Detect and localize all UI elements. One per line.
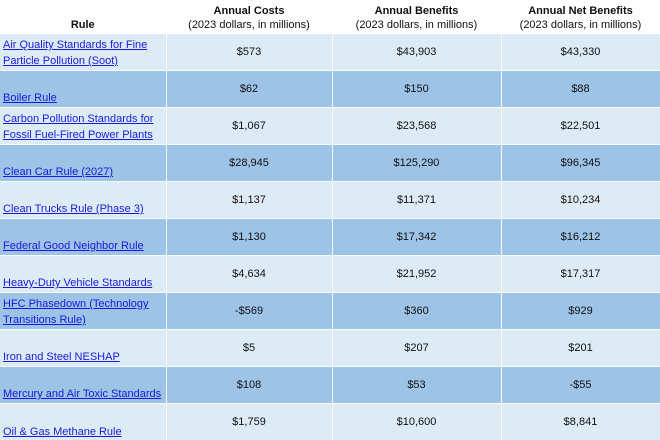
rule-link[interactable]: Clean Car Rule (2027): [3, 166, 114, 178]
rule-link[interactable]: Air Quality Standards for Fine Particle …: [3, 39, 148, 67]
annual-benefits-cell: $360: [332, 292, 502, 330]
annual-benefits-cell: $125,290: [332, 144, 502, 182]
rule-cell: Mercury and Air Toxic Standards: [0, 366, 167, 404]
rule-link[interactable]: Federal Good Neighbor Rule: [3, 240, 144, 252]
annual-costs-cell: $108: [166, 366, 333, 404]
annual-benefits-cell: $10,600: [332, 403, 502, 440]
annual-benefits-cell: $23,568: [332, 107, 502, 145]
rule-cell: Boiler Rule: [0, 70, 167, 108]
annual-benefits-cell: $17,342: [332, 218, 502, 256]
header-annual-net-benefits-unit: (2023 dollars, in millions): [519, 19, 642, 31]
annual-net-benefits-cell: -$55: [501, 366, 660, 404]
rule-link[interactable]: Oil & Gas Methane Rule: [3, 425, 122, 438]
table-row: Mercury and Air Toxic Standards $108 $53…: [0, 366, 660, 404]
table-row: Federal Good Neighbor Rule $1,130 $17,34…: [0, 218, 660, 256]
header-annual-benefits-unit: (2023 dollars, in millions): [355, 19, 478, 31]
rule-cell: Clean Car Rule (2027): [0, 144, 167, 182]
header-annual-net-benefits-title: Annual Net Benefits: [528, 5, 633, 17]
table-row: Iron and Steel NESHAP $5 $207 $201: [0, 329, 660, 367]
annual-net-benefits-cell: $8,841: [501, 403, 660, 440]
rule-link[interactable]: Carbon Pollution Standards for Fossil Fu…: [3, 113, 154, 141]
annual-costs-cell: $1,067: [166, 107, 333, 145]
annual-costs-cell: $4,634: [166, 255, 333, 293]
header-annual-benefits: Annual Benefits (2023 dollars, in millio…: [332, 0, 502, 34]
annual-benefits-cell: $53: [332, 366, 502, 404]
rule-cell: Air Quality Standards for Fine Particle …: [0, 33, 167, 71]
rule-cell: Oil & Gas Methane Rule: [0, 403, 167, 440]
annual-costs-cell: $1,137: [166, 181, 333, 219]
table-row: Oil & Gas Methane Rule $1,759 $10,600 $8…: [0, 403, 660, 440]
annual-net-benefits-cell: $201: [501, 329, 660, 367]
header-annual-costs-title: Annual Costs: [213, 5, 285, 17]
annual-net-benefits-cell: $43,330: [501, 33, 660, 71]
header-annual-net-benefits: Annual Net Benefits (2023 dollars, in mi…: [501, 0, 660, 34]
annual-net-benefits-cell: $10,234: [501, 181, 660, 219]
rule-link[interactable]: Heavy-Duty Vehicle Standards: [3, 277, 153, 289]
rule-cell: Clean Trucks Rule (Phase 3): [0, 181, 167, 219]
annual-costs-cell: -$569: [166, 292, 333, 330]
rule-link[interactable]: Iron and Steel NESHAP: [3, 351, 120, 363]
annual-net-benefits-cell: $96,345: [501, 144, 660, 182]
annual-costs-cell: $1,759: [166, 403, 333, 440]
header-rule: Rule: [0, 0, 167, 34]
rule-cell: Iron and Steel NESHAP: [0, 329, 167, 367]
rule-cell: Heavy-Duty Vehicle Standards: [0, 255, 167, 293]
annual-net-benefits-cell: $16,212: [501, 218, 660, 256]
annual-benefits-cell: $207: [332, 329, 502, 367]
header-annual-benefits-title: Annual Benefits: [374, 5, 459, 17]
table-row: Clean Trucks Rule (Phase 3) $1,137 $11,3…: [0, 181, 660, 219]
rule-link[interactable]: Clean Trucks Rule (Phase 3): [3, 203, 144, 215]
header-row: Rule Annual Costs (2023 dollars, in mill…: [0, 0, 660, 34]
annual-benefits-cell: $21,952: [332, 255, 502, 293]
annual-costs-cell: $1,130: [166, 218, 333, 256]
table-row: Clean Car Rule (2027) $28,945 $125,290 $…: [0, 144, 660, 182]
table-row: HFC Phasedown (Technology Transitions Ru…: [0, 292, 660, 330]
annual-benefits-cell: $11,371: [332, 181, 502, 219]
header-rule-title: Rule: [70, 19, 95, 31]
annual-net-benefits-cell: $22,501: [501, 107, 660, 145]
annual-costs-cell: $5: [166, 329, 333, 367]
annual-net-benefits-cell: $17,317: [501, 255, 660, 293]
annual-benefits-cell: $150: [332, 70, 502, 108]
annual-net-benefits-cell: $88: [501, 70, 660, 108]
annual-net-benefits-cell: $929: [501, 292, 660, 330]
annual-costs-cell: $62: [166, 70, 333, 108]
table-row: Heavy-Duty Vehicle Standards $4,634 $21,…: [0, 255, 660, 293]
rule-cell: Federal Good Neighbor Rule: [0, 218, 167, 256]
rule-cell: HFC Phasedown (Technology Transitions Ru…: [0, 292, 167, 330]
header-annual-costs: Annual Costs (2023 dollars, in millions): [166, 0, 333, 34]
table-row: Boiler Rule $62 $150 $88: [0, 70, 660, 108]
annual-costs-cell: $573: [166, 33, 333, 71]
rule-link[interactable]: HFC Phasedown (Technology Transitions Ru…: [3, 298, 149, 326]
rule-link[interactable]: Mercury and Air Toxic Standards: [3, 388, 162, 400]
annual-benefits-cell: $43,903: [332, 33, 502, 71]
rule-cell: Carbon Pollution Standards for Fossil Fu…: [0, 107, 167, 145]
annual-costs-cell: $28,945: [166, 144, 333, 182]
table-row: Carbon Pollution Standards for Fossil Fu…: [0, 107, 660, 145]
rule-link[interactable]: Boiler Rule: [3, 92, 57, 104]
table-row: Air Quality Standards for Fine Particle …: [0, 33, 660, 71]
header-annual-costs-unit: (2023 dollars, in millions): [188, 19, 310, 31]
